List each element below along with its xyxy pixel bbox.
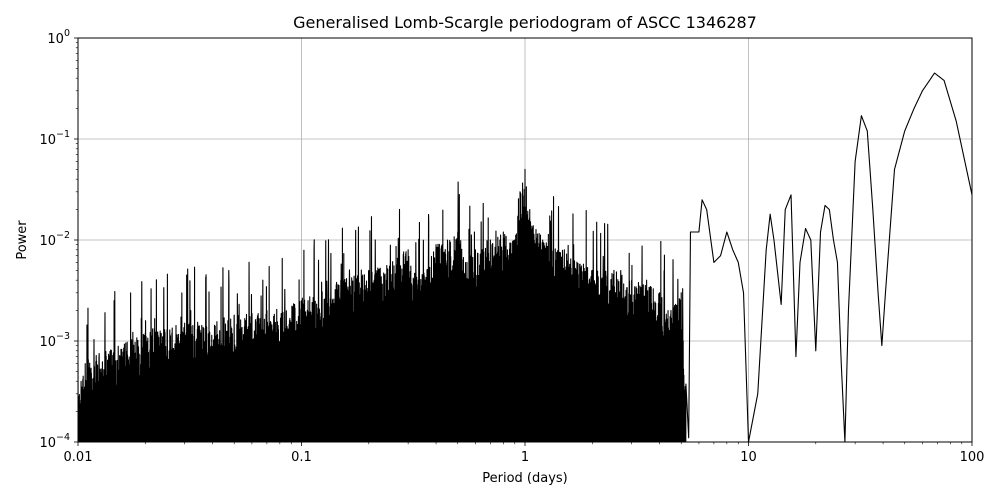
y-tick-label: 10−3 xyxy=(39,331,70,350)
major-ticks xyxy=(74,37,973,446)
x-tick-label: 100 xyxy=(960,450,985,465)
series-layer xyxy=(78,72,972,442)
x-tick-label: 0.1 xyxy=(291,450,312,465)
x-tick-label: 10 xyxy=(740,450,757,465)
y-tick-labels: 10−4 10−3 10−2 10−1 100 xyxy=(39,28,70,451)
y-tick-label: 10−2 xyxy=(39,230,70,249)
y-tick-label: 10−1 xyxy=(39,129,70,148)
y-axis-label: Power xyxy=(15,220,30,260)
chart-title: Generalised Lomb-Scargle periodogram of … xyxy=(293,13,757,32)
x-tick-label: 1 xyxy=(521,450,529,465)
y-tick-label: 100 xyxy=(47,28,70,47)
x-axis-label: Period (days) xyxy=(482,471,568,486)
plot-frame xyxy=(77,37,973,443)
y-tick-label: 10−4 xyxy=(39,432,70,451)
x-tick-labels: 0.01 0.1 1 10 100 xyxy=(64,450,985,465)
x-tick-label: 0.01 xyxy=(64,450,93,465)
periodogram-line xyxy=(78,72,972,442)
